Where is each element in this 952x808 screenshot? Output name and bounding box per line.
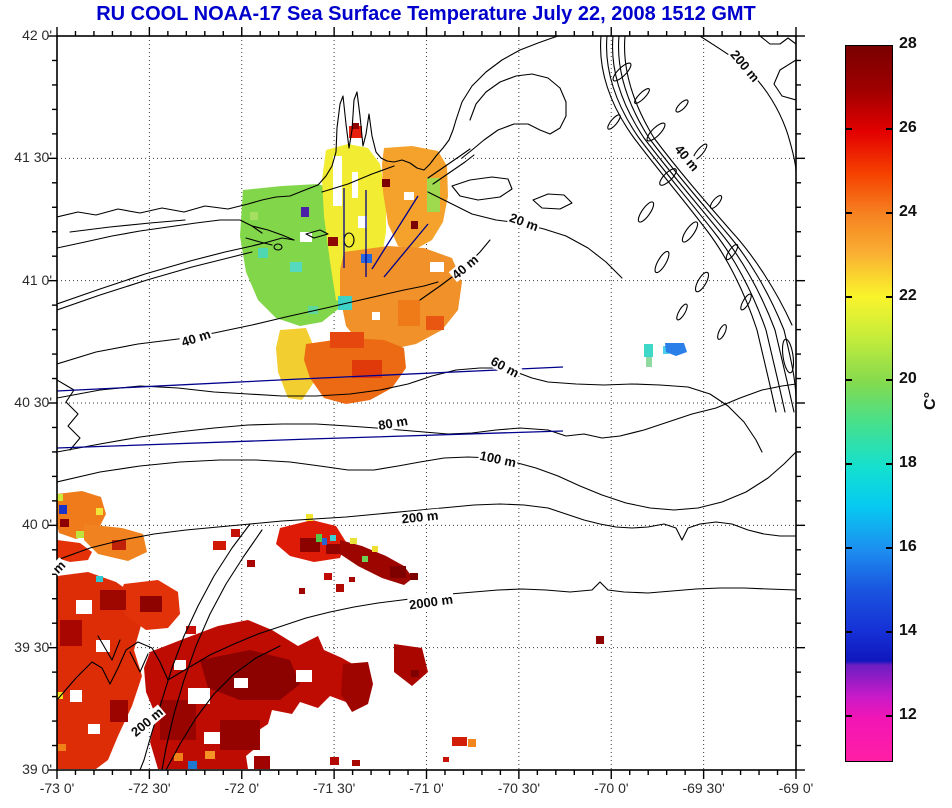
colorbar-tick-label: 16 <box>899 538 917 556</box>
colorbar-tick <box>845 463 852 466</box>
x-axis-tick-label: -73 0' <box>39 780 75 796</box>
y-axis-tick-label: 40 0' <box>22 516 52 533</box>
colorbar-tick <box>886 379 893 382</box>
axis-ticks <box>48 27 805 779</box>
x-axis-tick-label: -71 0' <box>409 780 444 796</box>
colorbar-unit-label: C° <box>921 392 939 410</box>
shoal-contour-speckles <box>607 62 795 374</box>
colorbar-tick-label: 26 <box>899 118 917 136</box>
colorbar-tick <box>845 714 852 717</box>
page-title: RU COOL NOAA-17 Sea Surface Temperature … <box>96 3 756 25</box>
colorbar-tick <box>845 127 852 130</box>
y-axis-tick-label: 42 0' <box>22 27 52 43</box>
y-axis-tick-label: 40 30' <box>14 394 52 410</box>
colorbar-tick <box>886 714 893 717</box>
coastline-and-contours <box>57 36 796 770</box>
x-axis-tick-label: -69 30' <box>682 780 725 796</box>
x-axis-tick-label: -70 30' <box>497 780 541 796</box>
x-axis-tick-label: -72 0' <box>224 780 260 796</box>
colorbar-tick <box>845 211 852 214</box>
colorbar-tick-label: 22 <box>899 286 917 304</box>
colorbar <box>845 45 893 762</box>
y-axis-tick-label: 41 0' <box>22 271 52 288</box>
colorbar-tick <box>886 463 893 466</box>
colorbar-tick <box>886 211 893 214</box>
axes-frame <box>56 35 797 771</box>
x-axis-tick-label: -72 30' <box>128 780 171 796</box>
y-axis-tick-label: 41 30' <box>14 149 52 166</box>
colorbar-tick <box>886 295 893 298</box>
colorbar-tick <box>845 631 852 634</box>
sst-patches <box>57 123 687 769</box>
colorbar-tick <box>845 295 852 298</box>
y-axis-tick-label: 39 30' <box>14 638 52 655</box>
colorbar-tick <box>886 547 893 550</box>
colorbar-tick <box>845 547 852 550</box>
x-axis-tick-label: -70 0' <box>593 780 629 796</box>
colorbar-tick-label: 12 <box>899 705 917 723</box>
x-axis-tick-label: -71 30' <box>312 780 356 796</box>
colorbar-tick <box>886 127 893 130</box>
colorbar-tick-label: 24 <box>899 202 917 220</box>
colorbar-tick-label: 18 <box>899 454 917 472</box>
y-axis-tick-label: 39 0' <box>22 761 52 777</box>
colorbar-tick <box>845 379 852 382</box>
x-axis-tick-label: -69 0' <box>778 780 814 796</box>
transect-lines <box>57 188 564 449</box>
contour-label: 200 m <box>399 507 441 527</box>
colorbar-tick-label: 28 <box>899 35 917 52</box>
colorbar-tick-label: 14 <box>899 622 917 640</box>
colorbar-tick-label: 20 <box>899 370 917 388</box>
colorbar-tick <box>886 631 893 634</box>
